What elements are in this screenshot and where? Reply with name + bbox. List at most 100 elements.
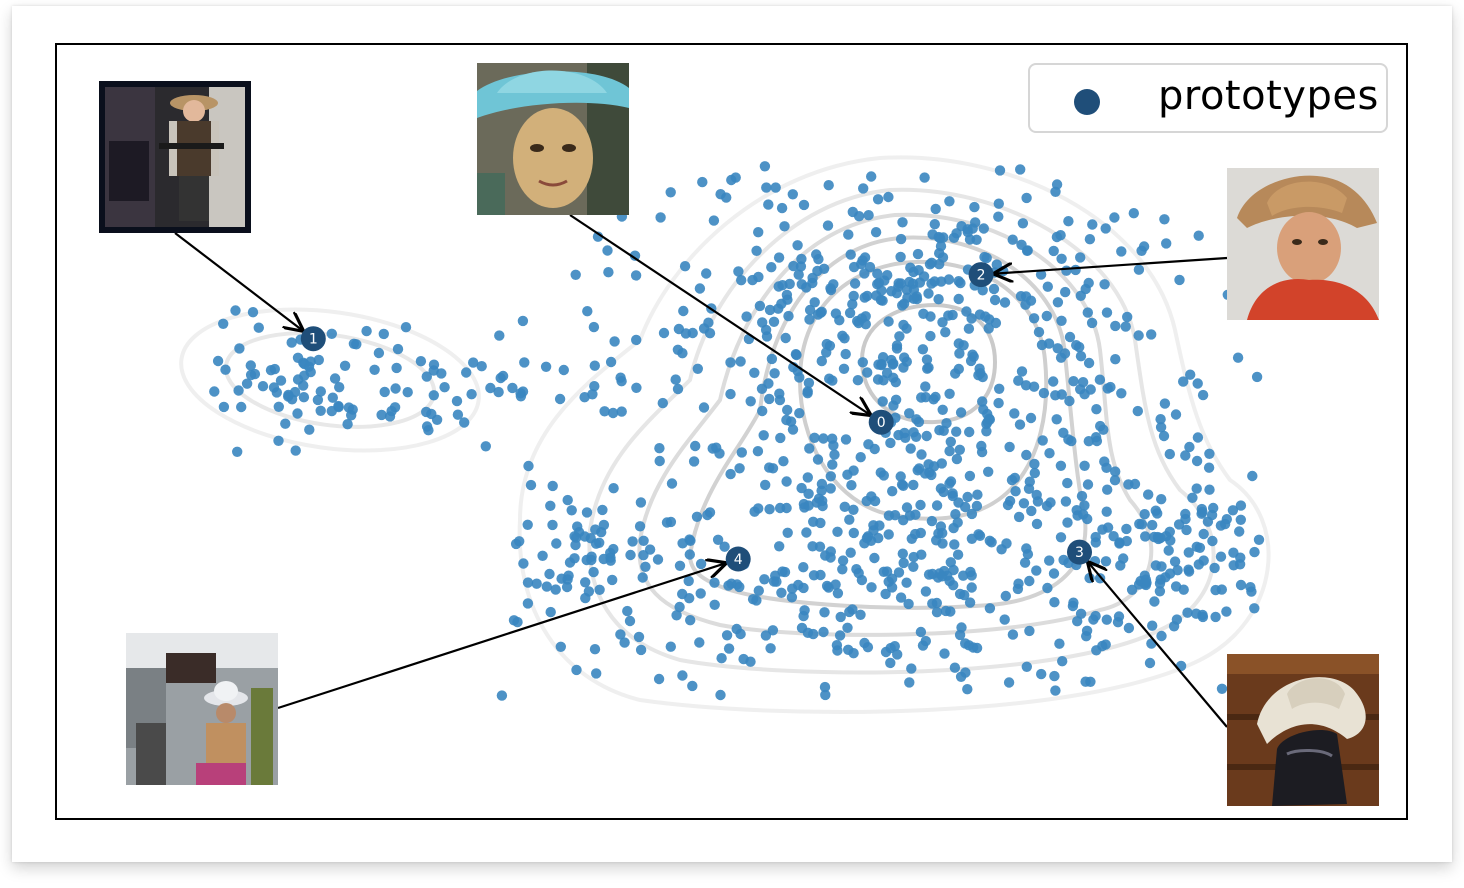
embedding-point <box>1169 556 1181 567</box>
embedding-point <box>721 630 733 641</box>
embedding-point <box>1000 590 1011 602</box>
embedding-point <box>555 641 566 652</box>
embedding-point <box>845 249 856 260</box>
embedding-point <box>1063 434 1074 445</box>
embedding-point <box>678 305 689 317</box>
embedding-point <box>631 382 642 393</box>
embedding-point <box>1083 357 1095 369</box>
embedding-point <box>1101 307 1113 318</box>
embedding-point <box>994 383 1005 394</box>
embedding-point <box>877 396 888 407</box>
embedding-point <box>904 408 915 419</box>
embedding-point <box>1090 432 1102 443</box>
embedding-point <box>402 387 413 398</box>
embedding-point <box>749 506 760 517</box>
embedding-point <box>1052 297 1064 308</box>
embedding-point <box>1156 630 1167 642</box>
embedding-point <box>821 338 832 350</box>
embedding-point <box>962 684 973 695</box>
embedding-point <box>522 577 534 588</box>
embedding-point <box>878 566 889 577</box>
embedding-point <box>883 510 895 521</box>
embedding-point <box>859 252 871 263</box>
embedding-point <box>619 637 630 648</box>
embedding-point <box>734 463 745 474</box>
embedding-point <box>1159 214 1170 225</box>
embedding-point <box>798 562 809 573</box>
embedding-point <box>1185 369 1196 380</box>
embedding-point <box>714 448 725 459</box>
embedding-point <box>768 316 780 327</box>
embedding-point <box>1029 458 1040 470</box>
embedding-point <box>1245 582 1256 593</box>
embedding-point <box>695 558 707 570</box>
arrow-to-prototype-3 <box>1089 563 1228 728</box>
embedding-point <box>702 509 713 521</box>
embedding-point <box>690 440 701 452</box>
embedding-point <box>558 364 569 376</box>
embedding-point <box>880 588 891 600</box>
embedding-point <box>691 511 703 522</box>
embedding-point <box>1098 424 1109 435</box>
image-street-crowd <box>126 633 278 785</box>
embedding-point <box>868 525 879 536</box>
embedding-point <box>927 598 938 609</box>
embedding-point <box>1121 535 1133 547</box>
embedding-point <box>961 306 972 317</box>
embedding-point <box>633 631 645 643</box>
embedding-point <box>400 322 412 333</box>
embedding-point <box>1143 489 1154 500</box>
thumbnail-prototype-2 <box>1227 168 1379 320</box>
embedding-point <box>451 395 463 407</box>
embedding-point <box>292 408 303 419</box>
embedding-point <box>468 357 479 368</box>
embedding-point <box>731 579 743 590</box>
embedding-point <box>1013 375 1024 386</box>
embedding-point <box>725 468 736 480</box>
embedding-point <box>945 436 956 447</box>
embedding-point <box>910 528 921 540</box>
embedding-point <box>777 566 788 577</box>
embedding-point <box>1086 317 1098 329</box>
embedding-point <box>973 529 984 540</box>
embedding-point <box>988 283 1000 295</box>
embedding-point <box>547 519 558 531</box>
embedding-point <box>951 453 963 465</box>
embedding-point <box>798 582 809 594</box>
embedding-point <box>747 594 759 605</box>
embedding-point <box>1180 450 1191 461</box>
embedding-point <box>761 331 773 342</box>
embedding-point <box>1063 216 1074 227</box>
embedding-point <box>1075 608 1087 619</box>
embedding-point <box>522 598 534 609</box>
embedding-point <box>822 220 834 231</box>
embedding-point <box>733 266 744 277</box>
embedding-point <box>827 433 838 444</box>
embedding-point <box>813 254 824 265</box>
embedding-point <box>970 217 981 228</box>
embedding-point <box>964 426 975 438</box>
embedding-point <box>1206 509 1218 521</box>
embedding-point <box>329 373 341 384</box>
embedding-point <box>912 248 924 260</box>
embedding-point <box>376 409 387 421</box>
embedding-point <box>452 409 464 420</box>
embedding-point <box>829 449 840 460</box>
embedding-point <box>1149 596 1160 607</box>
embedding-point <box>948 522 959 534</box>
embedding-point <box>998 265 1009 277</box>
embedding-point <box>653 673 665 685</box>
embedding-point <box>1191 455 1203 467</box>
embedding-point <box>1055 532 1067 543</box>
embedding-point <box>694 283 706 294</box>
embedding-point <box>635 497 647 508</box>
embedding-point <box>895 592 907 603</box>
embedding-point <box>944 445 955 457</box>
embedding-point <box>652 554 664 565</box>
embedding-point <box>507 382 518 394</box>
embedding-point <box>1024 575 1035 587</box>
embedding-point <box>1150 560 1162 571</box>
embedding-point <box>378 328 389 340</box>
embedding-point <box>808 628 819 640</box>
embedding-point <box>1045 497 1056 508</box>
